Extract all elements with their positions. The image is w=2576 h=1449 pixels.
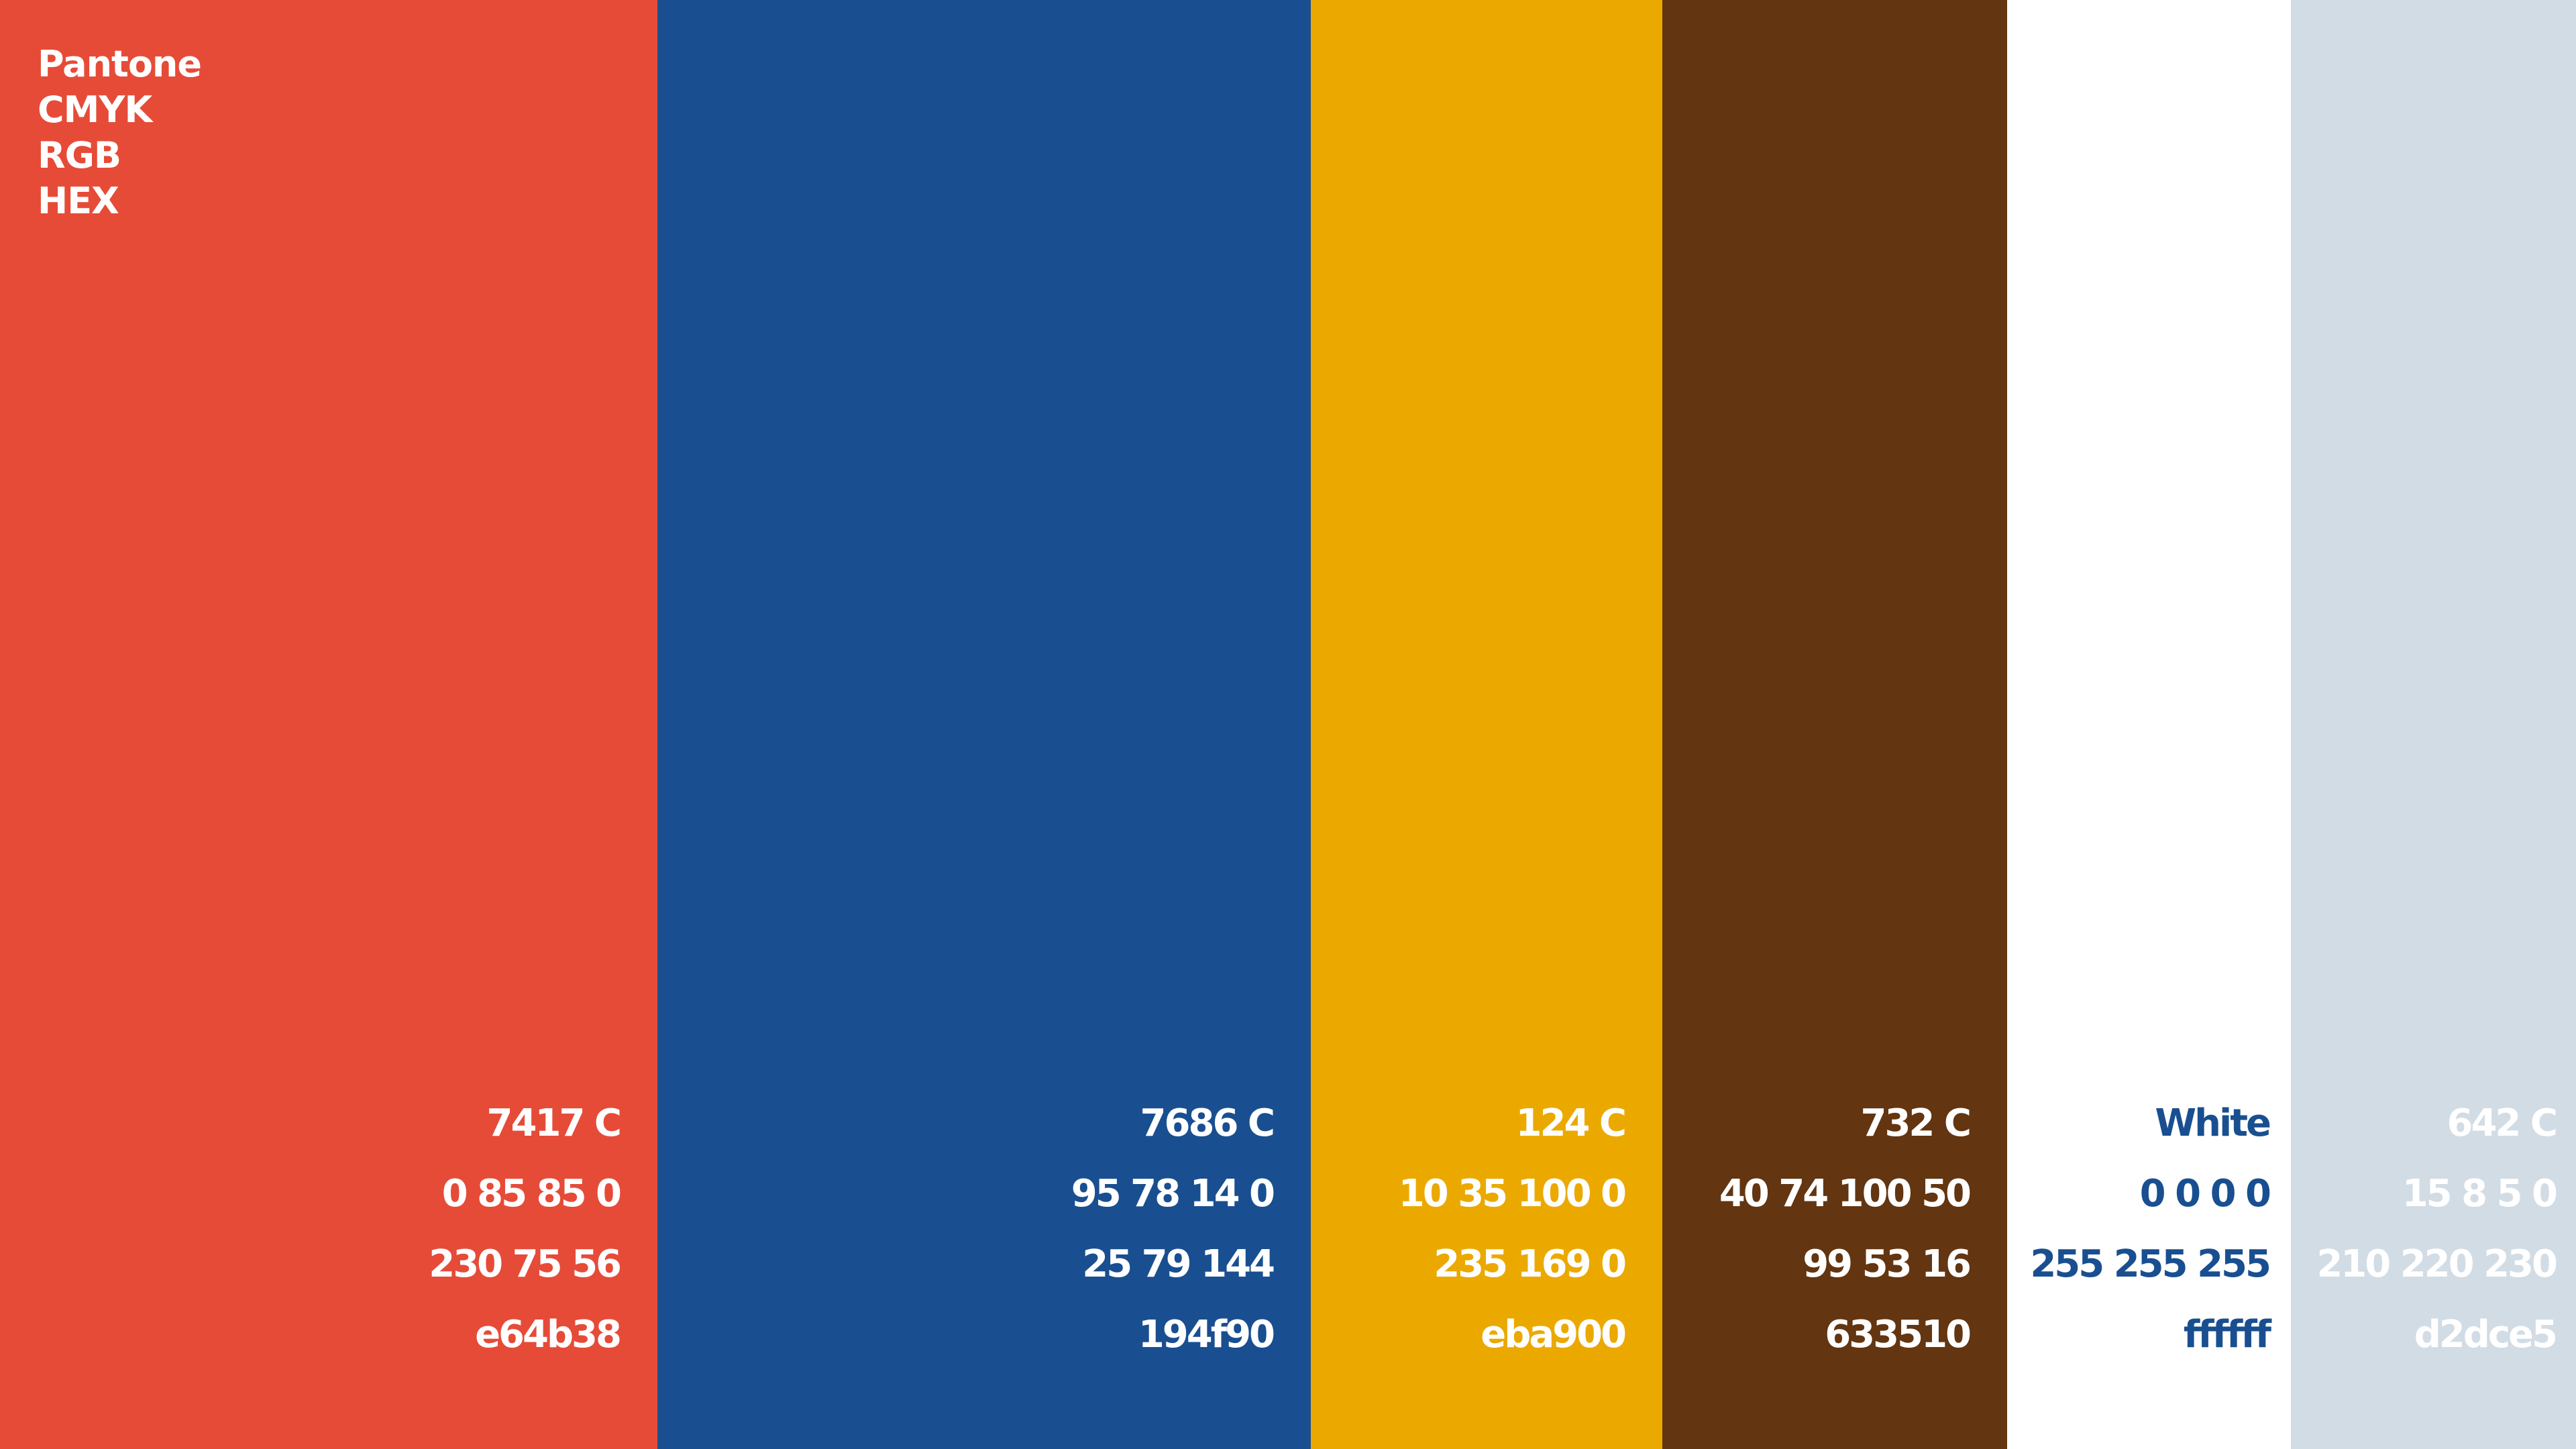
swatch-values: White 0 0 0 0 255 255 255 ffffff: [2030, 1095, 2271, 1377]
rgb-value: 230 75 56: [429, 1242, 622, 1286]
cmyk-value: 0 0 0 0: [2139, 1172, 2271, 1216]
swatch-values: 642 C 15 8 5 0 210 220 230 d2dce5: [2316, 1095, 2558, 1377]
cmyk-value: 0 85 85 0: [441, 1172, 622, 1216]
swatch-light-gray: 642 C 15 8 5 0 210 220 230 d2dce5: [2291, 0, 2576, 1449]
swatch-blue: 7686 C 95 78 14 0 25 79 144 194f90: [657, 0, 1311, 1449]
swatch-values: 7417 C 0 85 85 0 230 75 56 e64b38: [429, 1095, 622, 1377]
cmyk-value: 10 35 100 0: [1398, 1172, 1627, 1216]
hex-value: eba900: [1481, 1313, 1627, 1356]
pantone-value: 642 C: [2447, 1102, 2558, 1145]
pantone-value: 124 C: [1515, 1102, 1627, 1145]
hex-value: 194f90: [1138, 1313, 1275, 1356]
legend-pantone-label: Pantone: [38, 43, 202, 85]
swatch-values: 732 C 40 74 100 50 99 53 16 633510: [1719, 1095, 1972, 1377]
swatch-white: White 0 0 0 0 255 255 255 ffffff: [2007, 0, 2291, 1449]
hex-value: ffffff: [2183, 1313, 2271, 1356]
rgb-value: 255 255 255: [2030, 1242, 2271, 1286]
legend: Pantone CMYK RGB HEX: [38, 42, 202, 224]
rgb-value: 235 169 0: [1434, 1242, 1627, 1286]
legend-cmyk-label: CMYK: [38, 89, 152, 131]
legend-hex-label: HEX: [38, 180, 119, 222]
hex-value: 633510: [1825, 1313, 1972, 1356]
swatch-brown: 732 C 40 74 100 50 99 53 16 633510: [1662, 0, 2007, 1449]
swatch-values: 7686 C 95 78 14 0 25 79 144 194f90: [1071, 1095, 1275, 1377]
pantone-value: 732 C: [1860, 1102, 1972, 1145]
rgb-value: 25 79 144: [1082, 1242, 1275, 1286]
hex-value: d2dce5: [2414, 1313, 2558, 1356]
rgb-value: 99 53 16: [1803, 1242, 1972, 1286]
swatch-red: Pantone CMYK RGB HEX 7417 C 0 85 85 0 23…: [0, 0, 657, 1449]
cmyk-value: 95 78 14 0: [1071, 1172, 1275, 1216]
hex-value: e64b38: [475, 1313, 622, 1356]
pantone-value: 7686 C: [1140, 1102, 1275, 1145]
rgb-value: 210 220 230: [2316, 1242, 2558, 1286]
pantone-value: White: [2155, 1102, 2271, 1145]
swatch-gold: 124 C 10 35 100 0 235 169 0 eba900: [1311, 0, 1662, 1449]
cmyk-value: 40 74 100 50: [1719, 1172, 1972, 1216]
swatch-values: 124 C 10 35 100 0 235 169 0 eba900: [1398, 1095, 1627, 1377]
cmyk-value: 15 8 5 0: [2402, 1172, 2558, 1216]
pantone-value: 7417 C: [486, 1102, 622, 1145]
legend-rgb-label: RGB: [38, 134, 121, 176]
